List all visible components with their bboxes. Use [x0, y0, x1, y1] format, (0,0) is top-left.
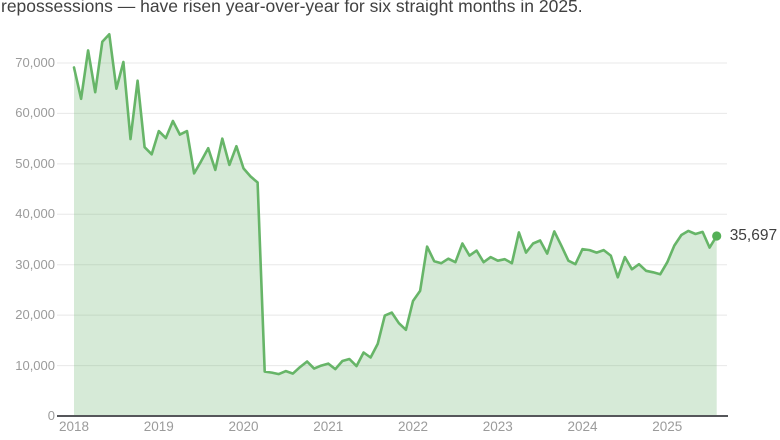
- area-fill: [74, 34, 717, 417]
- x-tick-label: 2025: [652, 419, 683, 434]
- y-tick-label: 40,000: [15, 206, 55, 222]
- y-tick-label: 10,000: [15, 357, 55, 373]
- x-tick-label: 2024: [567, 419, 598, 434]
- y-tick-label: 0: [47, 408, 55, 423]
- x-tick-label: 2018: [58, 419, 90, 434]
- latest-value-annotation: 35,697: [729, 226, 778, 244]
- x-tick-label: 2020: [228, 419, 259, 434]
- chart-subtitle-text: repossessions — have risen year-over-yea…: [1, 0, 583, 16]
- x-tick-label: 2021: [313, 419, 344, 434]
- y-tick-label: 30,000: [15, 256, 55, 272]
- x-tick-label: 2019: [143, 419, 174, 434]
- y-tick-label: 20,000: [15, 307, 55, 323]
- x-tick-label: 2023: [482, 419, 513, 434]
- latest-value-dot: [712, 231, 722, 241]
- y-tick-label: 60,000: [15, 105, 55, 121]
- x-tick-label: 2022: [397, 419, 429, 434]
- y-tick-label: 50,000: [15, 155, 55, 171]
- y-tick-label: 70,000: [15, 55, 55, 70]
- data-line: [72, 33, 718, 376]
